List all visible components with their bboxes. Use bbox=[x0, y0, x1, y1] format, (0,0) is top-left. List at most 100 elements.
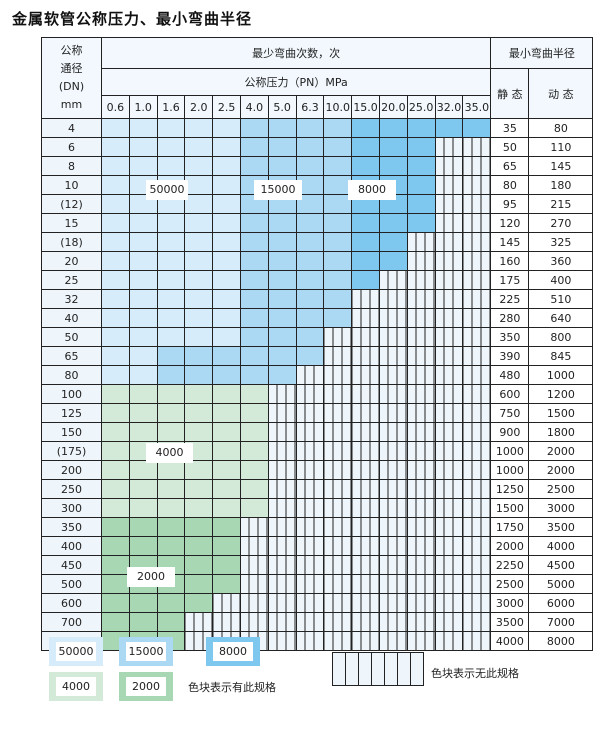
no-spec-cell bbox=[434, 555, 464, 575]
no-spec-cell bbox=[434, 498, 464, 518]
dn-cell: 500 bbox=[41, 574, 102, 594]
spec-cell bbox=[462, 118, 492, 138]
dynamic-radius-cell: 3000 bbox=[528, 498, 594, 518]
spec-cell bbox=[351, 232, 380, 252]
spec-cell bbox=[406, 137, 436, 157]
no-spec-cell bbox=[239, 555, 269, 575]
spec-cell bbox=[184, 517, 214, 537]
spec-cell bbox=[378, 118, 408, 138]
spec-cell bbox=[378, 251, 408, 271]
dynamic-radius-cell: 80 bbox=[528, 118, 594, 138]
legend-4000: 4000 bbox=[49, 672, 103, 701]
no-spec-cell bbox=[351, 517, 380, 537]
static-radius-cell: 480 bbox=[490, 365, 530, 385]
dn-cell: 300 bbox=[41, 498, 102, 518]
pressure-col-header: 1.6 bbox=[156, 95, 186, 119]
no-spec-cell bbox=[406, 232, 436, 252]
no-spec-cell bbox=[378, 270, 408, 290]
dynamic-radius-cell: 640 bbox=[528, 308, 594, 328]
no-spec-cell bbox=[462, 232, 492, 252]
no-spec-cell bbox=[462, 403, 492, 423]
table-row: 8 65 145 bbox=[41, 156, 594, 176]
no-spec-cell bbox=[406, 384, 436, 404]
spec-cell bbox=[323, 118, 353, 138]
no-spec-cell bbox=[351, 612, 380, 632]
table-row: (12) 95 215 bbox=[41, 194, 594, 214]
dynamic-radius-cell: 4000 bbox=[528, 536, 594, 556]
no-spec-cell bbox=[462, 137, 492, 157]
table-row: 10 80 180 bbox=[41, 175, 594, 195]
spec-cell bbox=[101, 498, 130, 518]
no-spec-cell bbox=[462, 384, 492, 404]
no-spec-cell bbox=[295, 631, 325, 651]
no-spec-cell bbox=[323, 422, 353, 442]
no-spec-cell bbox=[267, 384, 297, 404]
spec-cell bbox=[212, 403, 241, 423]
spec-cell bbox=[295, 327, 325, 347]
no-spec-cell bbox=[351, 498, 380, 518]
dn-cell: (175) bbox=[41, 441, 102, 461]
no-spec-cell bbox=[378, 346, 408, 366]
pressure-col-header: 5.0 bbox=[267, 95, 297, 119]
no-spec-cell bbox=[323, 346, 353, 366]
spec-cell bbox=[239, 460, 269, 480]
no-spec-cell bbox=[295, 498, 325, 518]
no-spec-cell bbox=[323, 479, 353, 499]
spec-cell bbox=[212, 118, 241, 138]
table-row: 65 390 845 bbox=[41, 346, 594, 366]
spec-cell bbox=[184, 555, 214, 575]
spec-cell bbox=[156, 289, 186, 309]
spec-cell bbox=[184, 289, 214, 309]
no-spec-cell bbox=[462, 631, 492, 651]
spec-cell bbox=[239, 289, 269, 309]
no-spec-cell bbox=[434, 384, 464, 404]
spec-cell bbox=[156, 479, 186, 499]
no-spec-cell bbox=[267, 498, 297, 518]
spec-cell bbox=[212, 555, 241, 575]
dynamic-radius-cell: 1000 bbox=[528, 365, 594, 385]
no-spec-cell bbox=[378, 517, 408, 537]
no-spec-cell bbox=[351, 631, 380, 651]
dynamic-radius-cell: 8000 bbox=[528, 631, 594, 651]
legend-8000: 8000 bbox=[206, 637, 260, 666]
spec-cell bbox=[101, 384, 130, 404]
static-radius-cell: 600 bbox=[490, 384, 530, 404]
spec-cell bbox=[239, 327, 269, 347]
no-spec-cell bbox=[434, 213, 464, 233]
spec-cell bbox=[406, 175, 436, 195]
legend-2000: 2000 bbox=[119, 672, 173, 701]
no-spec-cell bbox=[462, 365, 492, 385]
no-spec-cell bbox=[462, 346, 492, 366]
spec-cell bbox=[295, 118, 325, 138]
no-spec-cell bbox=[434, 194, 464, 214]
no-spec-cell bbox=[351, 403, 380, 423]
dn-cell: 25 bbox=[41, 270, 102, 290]
no-spec-cell bbox=[323, 460, 353, 480]
spec-cell bbox=[267, 213, 297, 233]
spec-cell bbox=[406, 118, 436, 138]
spec-cell bbox=[128, 137, 158, 157]
pressure-col-header: 2.0 bbox=[184, 95, 214, 119]
table-row: 250 1250 2500 bbox=[41, 479, 594, 499]
no-spec-cell bbox=[462, 612, 492, 632]
spec-cell bbox=[101, 555, 130, 575]
dn-cell: 250 bbox=[41, 479, 102, 499]
no-spec-cell bbox=[351, 422, 380, 442]
no-spec-cell bbox=[406, 327, 436, 347]
legend-label: 50000 bbox=[56, 642, 96, 661]
no-spec-cell bbox=[434, 479, 464, 499]
no-spec-cell bbox=[323, 327, 353, 347]
no-spec-cell bbox=[462, 517, 492, 537]
spec-cell bbox=[156, 137, 186, 157]
spec-cell bbox=[156, 422, 186, 442]
dn-header-line: 公称 bbox=[60, 44, 83, 57]
static-radius-cell: 1750 bbox=[490, 517, 530, 537]
no-spec-cell bbox=[462, 441, 492, 461]
static-radius-cell: 50 bbox=[490, 137, 530, 157]
static-radius-cell: 80 bbox=[490, 175, 530, 195]
legend-label: 2000 bbox=[126, 677, 166, 696]
no-spec-cell bbox=[323, 384, 353, 404]
static-radius-cell: 3500 bbox=[490, 612, 530, 632]
table-row: (175) 1000 2000 bbox=[41, 441, 594, 461]
no-spec-cell bbox=[267, 403, 297, 423]
